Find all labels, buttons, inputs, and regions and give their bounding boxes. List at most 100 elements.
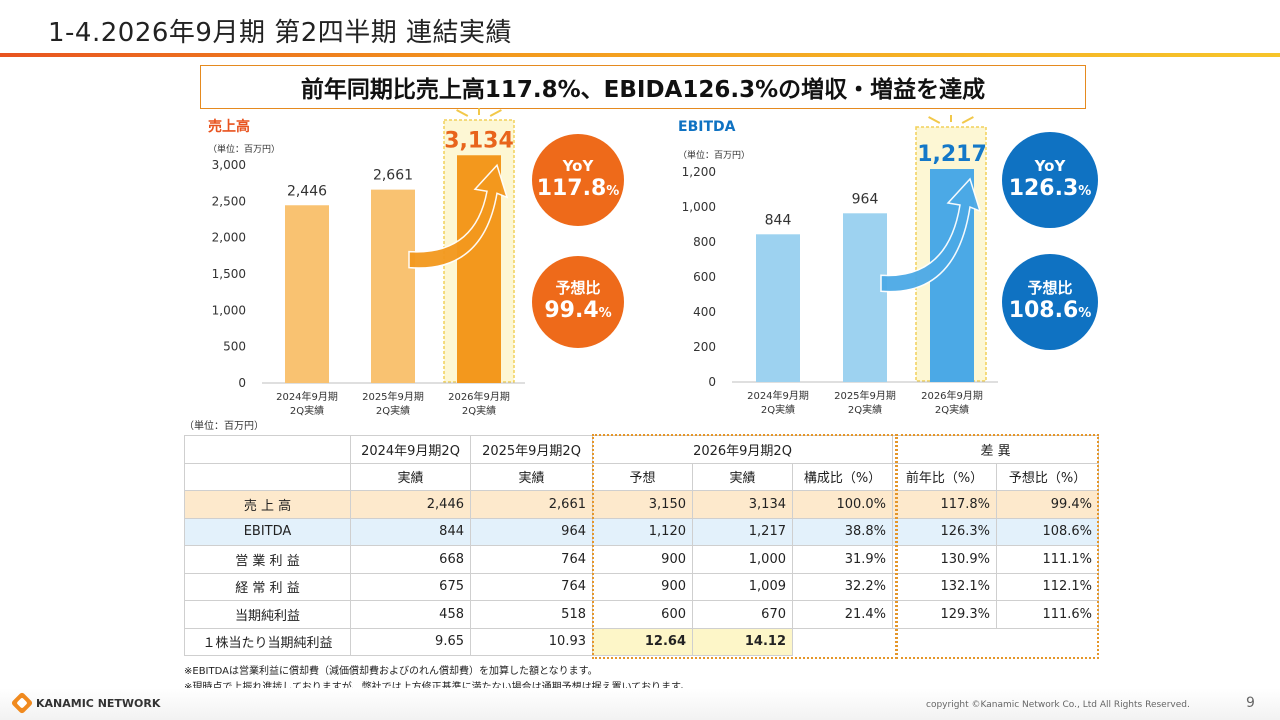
bar-value-label: 844 [765, 212, 792, 228]
table-corner-cell [184, 435, 351, 464]
row-label: 営 業 利 益 [184, 545, 351, 574]
ebitda-forecast-badge: 予想比 108.6% [1002, 254, 1098, 350]
table-row: 営 業 利 益 668 764 900 1,000 31.9% 130.9% 1… [184, 545, 1100, 574]
row-label: 売 上 高 [184, 490, 351, 519]
chart-unit-label: （単位：百万円） [678, 149, 750, 161]
table-cell [893, 628, 997, 656]
chart-unit-label: （単位：百万円） [208, 143, 280, 155]
table-cell: 129.3% [892, 600, 998, 629]
sub-header: 予想 [592, 462, 693, 491]
table-unit-label: （単位：百万円） [184, 421, 264, 432]
logo-text: KANAMIC NETWORK [36, 696, 161, 710]
title-divider [0, 53, 1280, 57]
table-cell: 764 [470, 572, 593, 601]
table-cell: 844 [350, 517, 471, 546]
ebitda-yoy-label: YoY [1034, 156, 1066, 175]
y-tick-label: 0 [238, 376, 246, 390]
bar-value-label: 2,446 [287, 183, 327, 199]
table-cell: 900 [592, 545, 693, 574]
table-cell: 458 [350, 600, 471, 629]
y-tick-label: 2,500 [212, 194, 246, 208]
table-cell: 111.6% [996, 600, 1100, 629]
table-cell: 32.2% [791, 572, 894, 601]
row-label: 当期純利益 [184, 600, 351, 629]
percent-sign: % [606, 183, 620, 199]
table-cell: 130.9% [892, 545, 998, 574]
table-cell: 21.4% [791, 600, 894, 629]
table-cell [997, 628, 1099, 656]
growth-arrow [408, 163, 509, 269]
table-cell: 108.6% [996, 517, 1100, 546]
table-cell: 111.1% [996, 545, 1100, 574]
x-tick-label: 2026年9月期 [448, 390, 510, 403]
y-tick-label: 200 [693, 340, 716, 354]
table-cell: 670 [692, 600, 793, 629]
percent-sign: % [1078, 305, 1092, 321]
ebitda-yoy-value: 126.3 [1008, 175, 1079, 201]
percent-sign: % [598, 305, 612, 321]
growth-arrow [880, 177, 982, 293]
table-cell: 100.0% [791, 490, 894, 519]
sub-header: 実績 [692, 462, 793, 491]
copyright-text: copyright ©Kanamic Network Co., Ltd All … [926, 700, 1190, 710]
chart-title: EBITDA [678, 119, 736, 135]
table-cell: 600 [592, 600, 693, 629]
x-tick-label: 2Q実績 [462, 404, 496, 417]
bar [756, 234, 800, 382]
table-cell: 99.4% [996, 490, 1100, 519]
x-tick-label: 2Q実績 [290, 404, 324, 417]
x-tick-label: 2025年9月期 [834, 389, 896, 402]
y-tick-label: 3,000 [212, 158, 246, 172]
table-cell: 31.9% [791, 545, 894, 574]
sparkle-mark [456, 109, 469, 117]
table-group-header-row: 2024年9月期2Q 2025年9月期2Q 2026年9月期2Q 差 異 [184, 435, 1100, 464]
table-cell: 3,134 [692, 490, 793, 519]
footnote: ※現時点で上振れ進捗しておりますが、弊社では上方修正基準に満たない場合は通期予想… [184, 678, 690, 693]
table-row: 売 上 高 2,446 2,661 3,150 3,134 100.0% 117… [184, 490, 1100, 519]
y-tick-label: 800 [693, 235, 716, 249]
sales-forecast-label: 予想比 [555, 278, 601, 297]
ebitda-forecast-value: 108.6 [1008, 297, 1079, 323]
table-cell: 675 [350, 572, 471, 601]
x-tick-label: 2Q実績 [376, 404, 410, 417]
bar [371, 189, 415, 383]
y-tick-label: 1,200 [682, 165, 716, 179]
logo-mark-icon [10, 691, 34, 715]
y-tick-label: 1,000 [682, 200, 716, 214]
table-cell: 1,000 [692, 545, 793, 574]
x-tick-label: 2Q実績 [761, 403, 795, 416]
sub-header: 実績 [470, 462, 593, 491]
table-cell: 3,150 [592, 490, 693, 519]
table-corner-cell [184, 462, 351, 491]
footer-bar [0, 688, 1280, 720]
y-tick-label: 1,500 [212, 267, 246, 281]
sub-header: 前年比（%） [892, 462, 998, 491]
table-cell: 1,217 [692, 517, 793, 546]
table-cell [793, 628, 893, 656]
x-tick-label: 2024年9月期 [747, 389, 809, 402]
row-label: EBITDA [184, 517, 351, 546]
bar-value-label: 3,134 [444, 128, 514, 153]
bar [285, 205, 329, 383]
sales-yoy-label: YoY [562, 156, 594, 175]
table-cell: 10.93 [470, 627, 593, 656]
page-number: 9 [1246, 695, 1255, 711]
bar [843, 213, 887, 382]
sales-yoy-value: 117.8 [536, 175, 607, 201]
table-cell: 12.64 [592, 627, 693, 656]
table-row: EBITDA 844 964 1,120 1,217 38.8% 126.3% … [184, 517, 1100, 546]
table-cell: 764 [470, 545, 593, 574]
y-tick-label: 600 [693, 270, 716, 284]
group-header: 2025年9月期2Q [470, 435, 593, 464]
footnote: ※EBITDAは営業利益に償却費（減価償却費およびのれん償却費）を加算した額とな… [184, 666, 598, 677]
x-tick-label: 2025年9月期 [362, 390, 424, 403]
group-header: 2024年9月期2Q [350, 435, 471, 464]
table-row: 当期純利益 458 518 600 670 21.4% 129.3% 111.6… [184, 600, 1100, 629]
table-cell: 132.1% [892, 572, 998, 601]
table-cell: 9.65 [350, 627, 471, 656]
table-cell: 900 [592, 572, 693, 601]
page-title: 1-4.2026年9月期 第2四半期 連結実績 [48, 18, 513, 48]
ebitda-yoy-badge: YoY 126.3% [1002, 132, 1098, 228]
ebitda-forecast-label: 予想比 [1027, 278, 1073, 297]
table-cell: 2,446 [350, 490, 471, 519]
